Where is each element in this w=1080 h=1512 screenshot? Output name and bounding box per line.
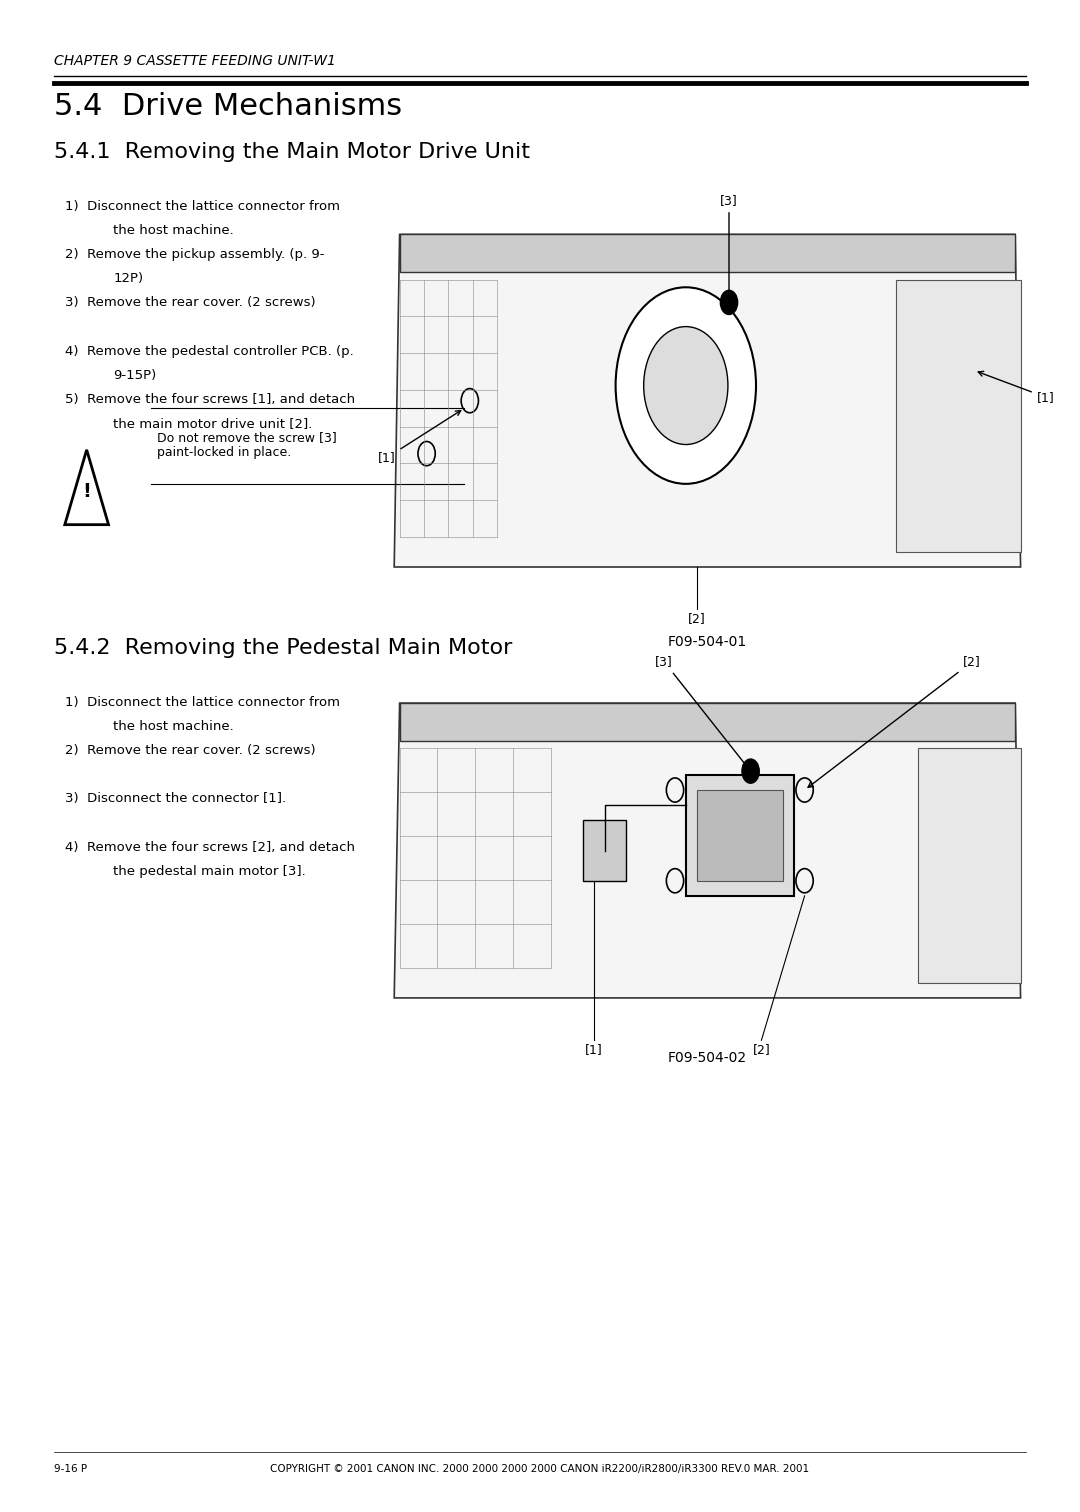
Text: 5)  Remove the four screws [1], and detach: 5) Remove the four screws [1], and detac… — [65, 393, 355, 407]
Circle shape — [720, 290, 738, 314]
Text: 3)  Remove the rear cover. (2 screws): 3) Remove the rear cover. (2 screws) — [65, 296, 315, 310]
Text: Do not remove the screw [3]
paint-locked in place.: Do not remove the screw [3] paint-locked… — [157, 431, 336, 460]
Text: the host machine.: the host machine. — [113, 720, 234, 733]
Text: [2]: [2] — [808, 655, 981, 788]
Polygon shape — [686, 774, 794, 895]
Text: [2]: [2] — [753, 1043, 770, 1057]
Text: COPYRIGHT © 2001 CANON INC. 2000 2000 2000 2000 CANON iR2200/iR2800/iR3300 REV.0: COPYRIGHT © 2001 CANON INC. 2000 2000 20… — [270, 1464, 810, 1474]
Text: [1]: [1] — [978, 372, 1054, 404]
Text: the host machine.: the host machine. — [113, 224, 234, 237]
Polygon shape — [394, 234, 1021, 567]
Text: F09-504-01: F09-504-01 — [667, 635, 747, 649]
Text: 1)  Disconnect the lattice connector from: 1) Disconnect the lattice connector from — [65, 696, 340, 709]
Text: 12P): 12P) — [113, 272, 144, 286]
Text: [3]: [3] — [720, 194, 738, 298]
Text: !: ! — [82, 482, 91, 500]
Text: 5.4.2  Removing the Pedestal Main Motor: 5.4.2 Removing the Pedestal Main Motor — [54, 638, 512, 658]
Circle shape — [742, 759, 759, 783]
Text: 4)  Remove the pedestal controller PCB. (p.: 4) Remove the pedestal controller PCB. (… — [65, 345, 353, 358]
Polygon shape — [400, 234, 1015, 272]
Text: 9-16 P: 9-16 P — [54, 1464, 87, 1474]
Text: [3]: [3] — [656, 655, 748, 768]
Text: 2)  Remove the pickup assembly. (p. 9-: 2) Remove the pickup assembly. (p. 9- — [65, 248, 324, 262]
Text: 9-15P): 9-15P) — [113, 369, 157, 383]
Circle shape — [616, 287, 756, 484]
Text: [1]: [1] — [585, 1043, 603, 1057]
Text: 5.4.1  Removing the Main Motor Drive Unit: 5.4.1 Removing the Main Motor Drive Unit — [54, 142, 530, 162]
Polygon shape — [918, 748, 1021, 983]
Text: 5.4  Drive Mechanisms: 5.4 Drive Mechanisms — [54, 92, 402, 121]
Text: 2)  Remove the rear cover. (2 screws): 2) Remove the rear cover. (2 screws) — [65, 744, 315, 758]
Polygon shape — [400, 703, 1015, 741]
Text: [2]: [2] — [688, 612, 705, 626]
Text: F09-504-02: F09-504-02 — [667, 1051, 747, 1064]
Circle shape — [644, 327, 728, 445]
Polygon shape — [697, 789, 783, 880]
Text: the pedestal main motor [3].: the pedestal main motor [3]. — [113, 865, 306, 878]
Text: 1)  Disconnect the lattice connector from: 1) Disconnect the lattice connector from — [65, 200, 340, 213]
Text: 3)  Disconnect the connector [1].: 3) Disconnect the connector [1]. — [65, 792, 286, 806]
Polygon shape — [583, 821, 626, 880]
Text: the main motor drive unit [2].: the main motor drive unit [2]. — [113, 417, 313, 431]
Polygon shape — [896, 280, 1021, 552]
Polygon shape — [394, 703, 1021, 998]
Text: [1]: [1] — [378, 411, 461, 464]
Text: CHAPTER 9 CASSETTE FEEDING UNIT-W1: CHAPTER 9 CASSETTE FEEDING UNIT-W1 — [54, 54, 336, 68]
Text: 4)  Remove the four screws [2], and detach: 4) Remove the four screws [2], and detac… — [65, 841, 355, 854]
